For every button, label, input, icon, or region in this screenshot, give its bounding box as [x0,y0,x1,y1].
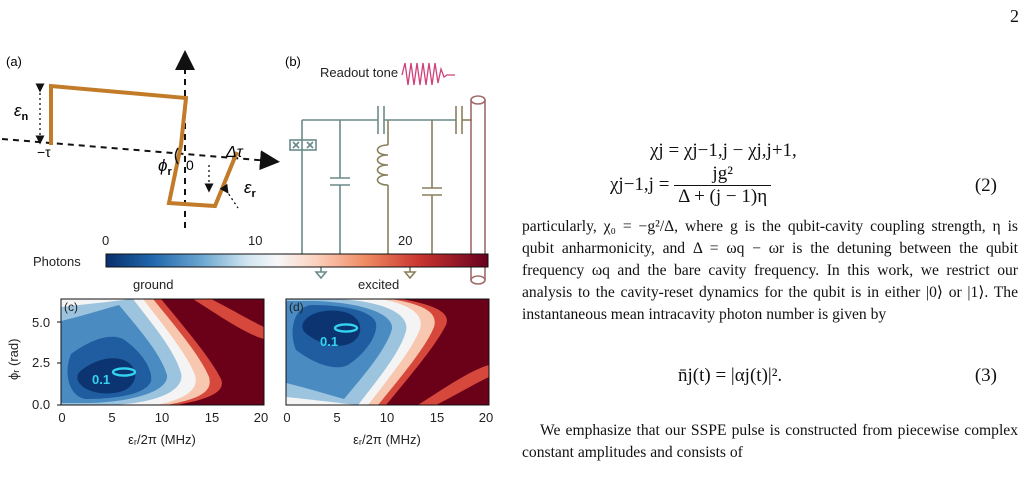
label-eps-r: εr [244,178,256,200]
contour-ground [111,367,137,377]
qubit-circuit [289,106,456,280]
readout-waveform [401,62,455,86]
equation-2-lhs: χj−1,j = [610,173,670,195]
colorbar-tick-20: 20 [398,233,412,248]
phi-arc [174,147,179,165]
paragraph-1: particularly, χ₀ = −g²/Δ, where g is the… [522,218,1018,323]
transmission-line [470,95,486,285]
panel-d-title: excited [358,277,399,292]
colorbar-title: Photons [33,254,81,269]
panel-c-label: (c) [64,300,78,314]
heatmap-excited: 0.1 (d) [285,298,490,406]
xtick-d-15: 15 [430,410,444,425]
label-phi-r: ϕr [158,156,172,178]
ytick-0: 0.0 [32,397,50,412]
xtick-d-20: 20 [479,410,493,425]
heatmap-ground: 0.1 (c) [60,298,265,406]
equation-2-numerator: jg² [674,163,772,186]
x-axis-label-d: εᵣ/2π (MHz) [353,432,421,447]
page-number: 2 [1010,6,1019,26]
equation-3: n̄j(t) = |αj(t)|². [678,365,783,386]
eps-r-arrow [219,183,239,209]
xtick-c-0: 0 [58,410,65,425]
equation-2-denominator: Δ + (j − 1)η [678,186,768,207]
xtick-d-10: 10 [380,410,394,425]
xtick-c-5: 5 [108,410,115,425]
contour-label-excited: 0.1 [320,334,338,349]
x-axis-d: 0 5 10 15 20 εᵣ/2π (MHz) [283,410,493,447]
equation-2-line-1: χj = χj−1,j − χj,j+1, [650,140,797,161]
xtick-c-10: 10 [155,410,169,425]
contour-label-ground: 0.1 [92,372,110,387]
sspe-pulse [49,83,239,209]
contour-excited [333,323,359,333]
colorbar-gradient [105,253,489,268]
ytick-5-0: 5.0 [32,315,50,330]
xtick-d-5: 5 [333,410,340,425]
x-axis-c: 0 5 10 15 20 εᵣ/2π (MHz) [58,410,268,447]
colorbar: 0 10 20 Photons [33,233,489,269]
paragraph-2: We emphasize that our SSPE pulse is cons… [522,422,1018,461]
ytick-2-5: 2.5 [32,355,50,370]
label-minus-tau: −τ [37,144,51,160]
equation-2-number: (2) [974,175,997,196]
colorbar-tick-10: 10 [248,233,262,248]
label-delta-tau: Δτ [225,144,244,161]
panel-d-label: (d) [289,300,304,314]
pulse-diagram [1,50,280,228]
label-eps-n: εn [14,101,28,123]
y-axis-label: ϕᵣ (rad) [6,339,21,380]
panel-b-label: (b) [285,54,301,69]
xtick-c-20: 20 [254,410,268,425]
label-zero: 0 [186,157,194,173]
resonator-circuit [376,106,472,280]
circuit-diagram: Readout tone [289,62,486,285]
xtick-c-15: 15 [205,410,219,425]
x-axis-label-c: εᵣ/2π (MHz) [128,432,196,447]
colorbar-tick-0: 0 [102,233,109,248]
readout-tone-label: Readout tone [320,65,398,80]
figure-svg: (a) (b) εn −τ ϕr 0 Δτ εr Readout tone [1,50,493,447]
panel-a-label: (a) [6,54,22,69]
equation-3-number: (3) [974,365,997,386]
xtick-d-0: 0 [283,410,290,425]
figure: (a) (b) εn −τ ϕr 0 Δτ εr Readout tone [0,0,510,476]
equation-2-line-2: χj−1,j = jg² Δ + (j − 1)η [610,163,772,208]
equation-2-fraction: jg² Δ + (j − 1)η [674,163,772,208]
time-axis [1,138,280,171]
y-axis-c: 0.0 2.5 5.0 [32,315,61,412]
panel-c-title: ground [133,277,173,292]
